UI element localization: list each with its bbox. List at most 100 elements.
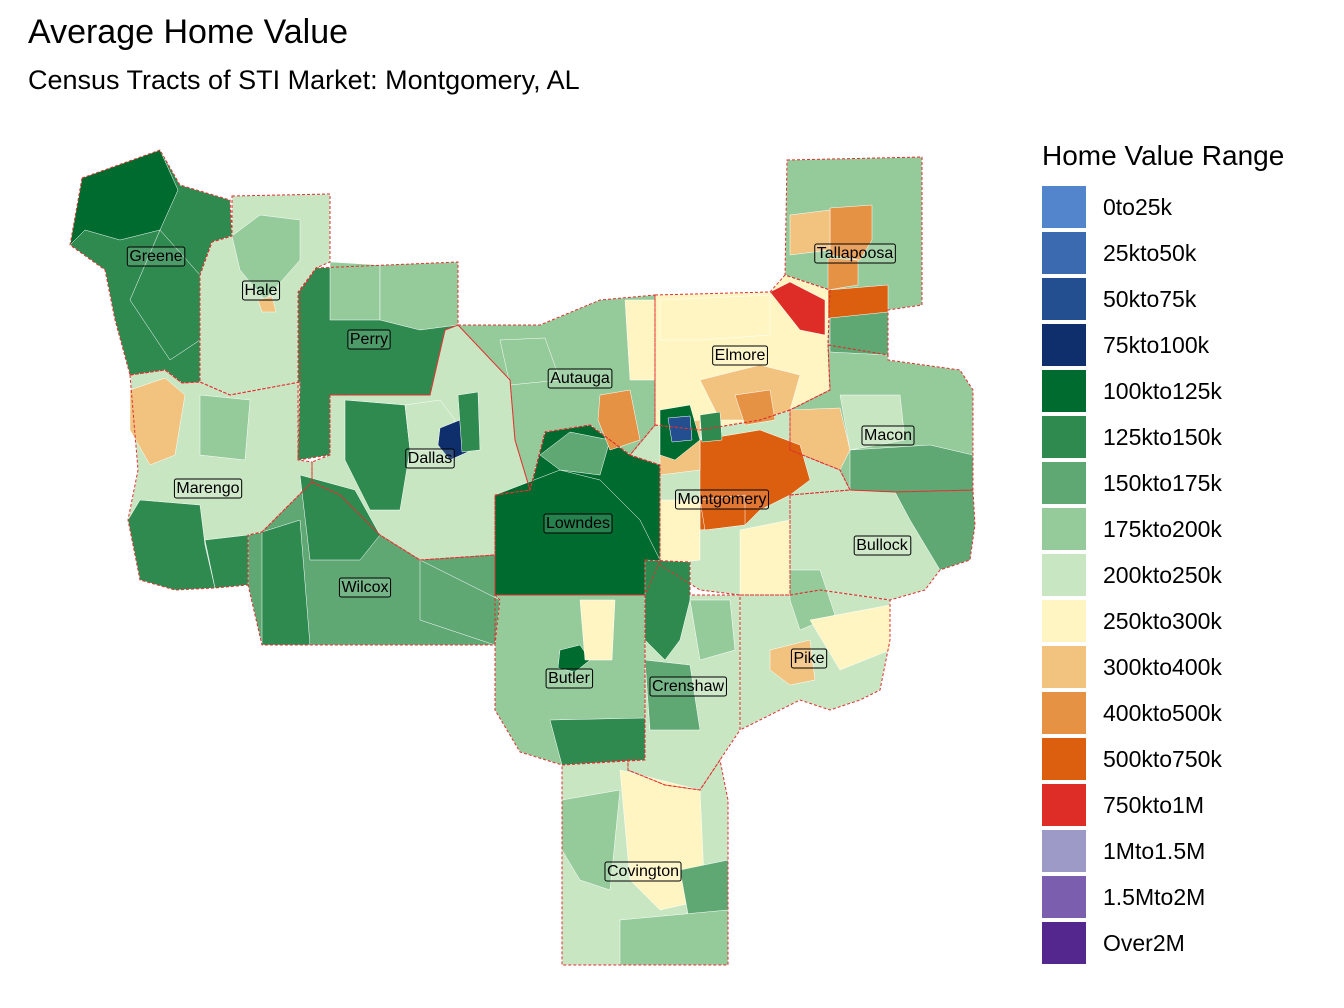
census-tract: [539, 431, 611, 476]
census-tract: [199, 394, 251, 461]
county-label-autauga: Autauga: [547, 368, 613, 389]
legend-item: 50kto75k: [1042, 276, 1332, 322]
legend-swatch: [1042, 554, 1086, 596]
census-tract: [579, 599, 616, 661]
census-tract: [827, 257, 859, 291]
legend-swatch: [1042, 600, 1086, 642]
county-label-text: Butler: [548, 670, 590, 687]
census-tract: [659, 499, 701, 566]
census-tract: [129, 229, 201, 361]
county-label-box: [126, 246, 186, 267]
legend-item: 300kto400k: [1042, 644, 1332, 690]
legend-item: 0to25k: [1042, 184, 1332, 230]
county-label-box: [347, 329, 391, 350]
legend-item: 750kto1M: [1042, 782, 1332, 828]
legend-label: 150kto175k: [1103, 469, 1222, 496]
legend-item: 25kto50k: [1042, 230, 1332, 276]
county-border: [627, 559, 741, 791]
legend-item: 1Mto1.5M: [1042, 828, 1332, 874]
legend-swatch: [1042, 876, 1086, 918]
county-label-box: [861, 425, 915, 446]
county-label-butler: Butler: [545, 668, 594, 689]
county-label-dallas: Dallas: [405, 448, 455, 469]
legend-swatch: [1042, 784, 1086, 826]
census-tract: [699, 411, 723, 443]
county-border: [199, 193, 331, 396]
legend-label: 25kto50k: [1103, 239, 1197, 266]
legend-title: Home Value Range: [1042, 140, 1285, 171]
census-tract: [624, 299, 656, 381]
census-tract: [849, 444, 974, 493]
county-label-box: [604, 861, 682, 882]
legend-item: 150kto175k: [1042, 460, 1332, 506]
legend-label: 500kto750k: [1103, 745, 1222, 772]
county-label-box: [338, 577, 392, 598]
legend-swatch: [1042, 508, 1086, 550]
choropleth-map: Greene Hale Perry Marengo Dallas Wilcox Lownde…: [69, 149, 976, 966]
census-tract: [549, 717, 646, 766]
county-label-text: Tallapoosa: [817, 245, 894, 262]
legend-item: 100kto125k: [1042, 368, 1332, 414]
legend-swatch: [1042, 232, 1086, 274]
county-label-marengo: Marengo: [173, 478, 243, 499]
tract-layer: [69, 149, 976, 966]
county-label-macon: Macon: [861, 425, 915, 446]
census-tract: [129, 377, 186, 466]
legend-swatch: [1042, 416, 1086, 458]
census-tract: [809, 604, 891, 671]
legend-item: 500kto750k: [1042, 736, 1332, 782]
county-border: [69, 149, 233, 384]
county-label-box: [545, 668, 594, 689]
census-tract: [231, 214, 301, 301]
county-label-text: Autauga: [550, 370, 610, 387]
county-label-montgomery: Montgomery: [675, 489, 769, 510]
legend-swatch: [1042, 646, 1086, 688]
county-label-tallapoosa: Tallapoosa: [814, 243, 896, 264]
legend-item: Over2M: [1042, 920, 1332, 966]
county-label-perry: Perry: [347, 329, 391, 350]
legend-label: 1.5Mto2M: [1103, 883, 1206, 910]
county-label-elmore: Elmore: [712, 345, 768, 366]
census-tract: [829, 311, 889, 356]
county-label-box: [547, 368, 613, 389]
legend-label: 125kto150k: [1103, 423, 1222, 450]
legend-swatch: [1042, 324, 1086, 366]
county-label-wilcox: Wilcox: [338, 577, 392, 598]
county-border: [456, 294, 656, 492]
legend-label: 200kto250k: [1103, 561, 1222, 588]
legend-item: 125kto150k: [1042, 414, 1332, 460]
county-label-text: Elmore: [715, 347, 766, 364]
census-tract: [379, 261, 459, 331]
legend-item: 250kto300k: [1042, 598, 1332, 644]
legend-label: Over2M: [1103, 929, 1185, 956]
county-label-box: [405, 448, 455, 469]
legend-item: 200kto250k: [1042, 552, 1332, 598]
legend-swatch: [1042, 278, 1086, 320]
legend-swatch: [1042, 922, 1086, 964]
legend-item: 1.5Mto2M: [1042, 874, 1332, 920]
legend-label: 0to25k: [1103, 193, 1173, 220]
county-label-pike: Pike: [790, 648, 828, 669]
census-tract: [769, 281, 826, 336]
legend-label: 100kto125k: [1103, 377, 1222, 404]
legend-label: 300kto400k: [1103, 653, 1222, 680]
legend-swatch: [1042, 462, 1086, 504]
census-tract: [667, 415, 693, 443]
county-label-hale: Hale: [242, 280, 281, 301]
census-tract: [457, 391, 481, 453]
chart-title: Average Home Value: [28, 13, 349, 51]
legend-item: 175kto200k: [1042, 506, 1332, 552]
census-tract: [689, 599, 736, 661]
county-label-text: Greene: [129, 248, 182, 265]
county-label-text: Crenshaw: [652, 678, 724, 695]
legend-label: 75kto100k: [1103, 331, 1210, 358]
county-label-text: Bullock: [856, 537, 909, 554]
census-tract: [734, 389, 776, 426]
county-label-box: [675, 489, 769, 510]
legend-swatch: [1042, 692, 1086, 734]
legend: Home Value Range 0to25k 25kto50k 50kto75k 7…: [1042, 136, 1332, 966]
census-tract: [619, 909, 729, 966]
county-label-text: Dallas: [408, 450, 452, 467]
legend-label: 750kto1M: [1103, 791, 1205, 818]
census-tract: [557, 644, 591, 673]
